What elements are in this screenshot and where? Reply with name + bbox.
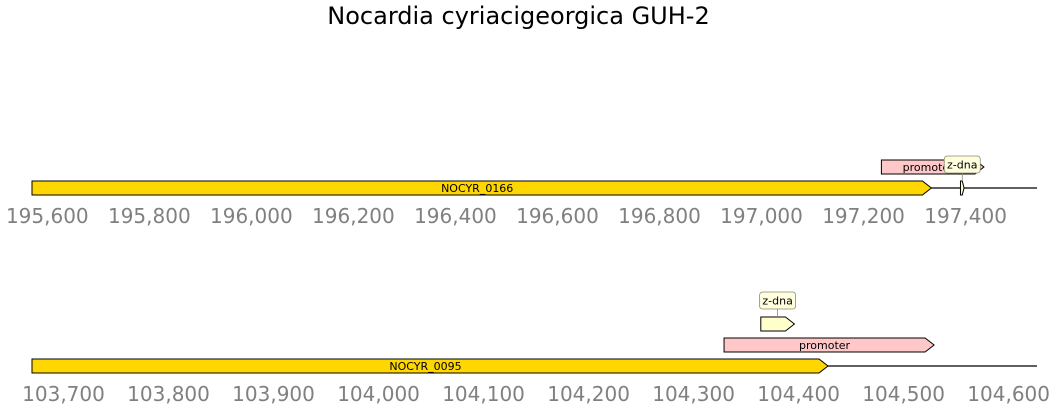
tick-label: 104,500 [862,382,945,406]
tick-label: 197,000 [720,204,803,228]
promoter-promoter-feature: promoter [723,337,935,353]
promoter-promoter-label: promoter [903,161,955,174]
tick-label: 103,900 [232,382,315,406]
gene-nocyr-0166-feature: NOCYR_0166 [31,180,933,196]
zdna-label: z-dna [762,295,792,308]
promoter-promoter-arrow [723,337,935,353]
figure-title: Nocardia cyriacigeorgica GUH-2 [327,2,710,30]
tick-label: 196,200 [312,204,395,228]
tick-label: 196,000 [210,204,293,228]
zdna-z-dna-arrow [760,316,796,332]
callout-box [943,155,981,174]
tick-label: 104,100 [442,382,525,406]
promoter-promoter-label: promoter [799,339,851,352]
gene-nocyr-0095-arrow [31,358,829,374]
gene-nocyr-0166-label: NOCYR_0166 [441,182,513,195]
zdna-z-dna-feature: z-dna [759,291,797,332]
zdna-label: z-dna [947,159,977,172]
tick-label: 195,800 [108,204,191,228]
gene-nocyr-0166-arrow [31,180,933,196]
track-nocyr-0095: 103,700 103,800 103,900 104,000 104,100 104,2… [22,291,1050,406]
gene-nocyr-0095-feature: NOCYR_0095 [31,358,829,374]
tick-label: 196,400 [414,204,497,228]
tick-label: 104,300 [652,382,735,406]
track-nocyr-0166: 195,600 195,800 196,000 196,200 196,400 196,6… [6,155,1037,228]
tick-label: 196,800 [618,204,701,228]
tick-label: 197,400 [924,204,1007,228]
tick-label: 104,000 [337,382,420,406]
callout-box [759,291,797,310]
tick-label: 196,600 [516,204,599,228]
gene-nocyr-0095-label: NOCYR_0095 [389,360,461,373]
tick-label: 195,600 [6,204,89,228]
tick-label: 103,700 [22,382,105,406]
zdna-z-dna-arrow [959,180,965,196]
tick-label: 104,200 [547,382,630,406]
tick-label: 197,200 [822,204,905,228]
tick-label: 104,600 [967,382,1050,406]
tick-label: 103,800 [127,382,210,406]
tick-label: 104,400 [757,382,840,406]
zdna-z-dna-feature: z-dna [943,155,981,196]
